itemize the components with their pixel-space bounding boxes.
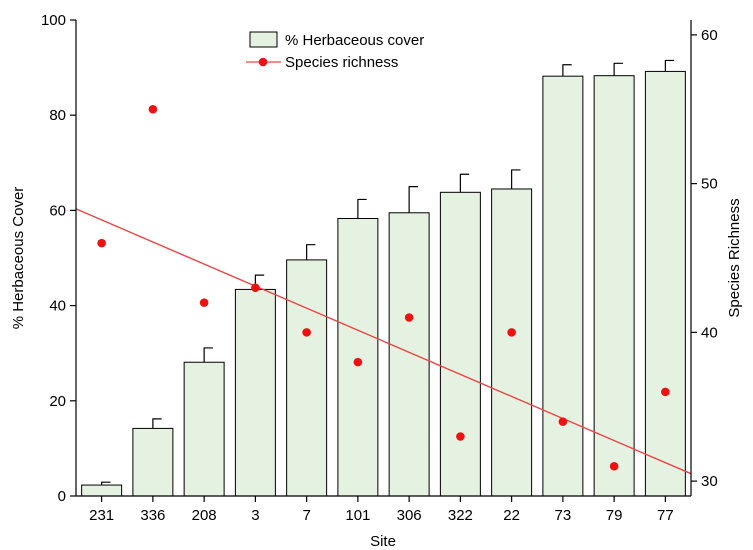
- point-7: [302, 328, 311, 337]
- error-bar-208: [203, 347, 213, 363]
- right-tick-label: 40: [701, 324, 718, 341]
- point-208: [199, 298, 209, 307]
- x-axis-title: Site: [370, 533, 396, 550]
- left-tick-label: 60: [49, 202, 66, 219]
- bar-306: [388, 212, 430, 497]
- bar-7: [286, 259, 328, 497]
- point-101: [353, 357, 363, 367]
- points-layer: [97, 104, 670, 471]
- x-tick-label-7: 7: [302, 507, 310, 524]
- bar-22: [491, 188, 533, 497]
- error-bar-73: [562, 64, 572, 77]
- x-tick-label-322: 322: [448, 507, 473, 524]
- bar-77: [644, 70, 686, 497]
- point-79: [609, 461, 619, 471]
- bar-322: [439, 191, 481, 497]
- left-tick-label: 20: [49, 393, 66, 410]
- x-tick-label-3: 3: [251, 507, 259, 524]
- left-tick-label: 40: [49, 298, 66, 315]
- error-bar-336: [152, 418, 162, 429]
- legend-bar-swatch: [249, 31, 278, 48]
- right-axis-ticks: 30 40 50 60: [691, 27, 718, 490]
- x-tick-label-22: 22: [503, 507, 520, 524]
- x-tick-label-231: 231: [89, 507, 114, 524]
- point-22: [507, 328, 516, 337]
- left-tick-label: 0: [58, 488, 66, 505]
- error-bar-22: [511, 169, 521, 189]
- legend-dot-swatch: [258, 57, 268, 67]
- left-tick-label: 80: [49, 107, 66, 124]
- legend: % Herbaceous cover Species richness: [246, 31, 424, 71]
- x-tick-label-101: 101: [345, 507, 370, 524]
- error-bars-layer: [101, 59, 675, 486]
- point-306: [404, 313, 414, 322]
- x-tick-label-77: 77: [657, 507, 674, 524]
- error-bar-77: [664, 59, 675, 72]
- bar-3: [234, 288, 276, 497]
- x-tick-label-336: 336: [140, 507, 165, 524]
- error-bar-231: [101, 481, 111, 486]
- right-axis-title: Species Richness: [726, 198, 743, 317]
- point-73: [558, 417, 568, 426]
- x-tick-label-306: 306: [397, 507, 422, 524]
- error-bar-79: [613, 62, 623, 76]
- x-tick-label-73: 73: [555, 507, 572, 524]
- bar-336: [132, 427, 174, 497]
- bar-231: [81, 484, 123, 497]
- trendline: [75, 208, 692, 475]
- x-tick-label-79: 79: [606, 507, 623, 524]
- point-336: [148, 104, 158, 114]
- legend-bar-label: % Herbaceous cover: [285, 32, 424, 49]
- bar-101: [337, 217, 379, 497]
- error-bar-322: [459, 173, 470, 193]
- error-bar-101: [357, 198, 367, 219]
- point-3: [251, 283, 260, 293]
- axes-layer: [75, 20, 692, 497]
- right-tick-label: 30: [701, 473, 718, 490]
- error-bar-306: [408, 186, 418, 213]
- point-322: [456, 432, 465, 441]
- trendline-layer: [75, 208, 692, 475]
- left-axis-title: % Herbaceous Cover: [10, 187, 27, 330]
- bar-208: [183, 361, 225, 497]
- point-231: [97, 238, 106, 248]
- point-77: [661, 387, 670, 397]
- left-axis-ticks: 0 20 40 60 80 100: [41, 12, 76, 505]
- right-tick-label: 50: [701, 176, 718, 193]
- legend-scatter-label: Species richness: [285, 54, 398, 71]
- x-tick-label-208: 208: [192, 507, 217, 524]
- bar-79: [593, 75, 635, 497]
- error-bar-7: [306, 244, 316, 260]
- x-axis-ticks: 231 336 208 3 7 101 306 322 22 73 79 77: [89, 496, 674, 524]
- bar-73: [542, 75, 584, 497]
- left-tick-label: 100: [41, 12, 66, 29]
- right-tick-label: 60: [701, 27, 718, 44]
